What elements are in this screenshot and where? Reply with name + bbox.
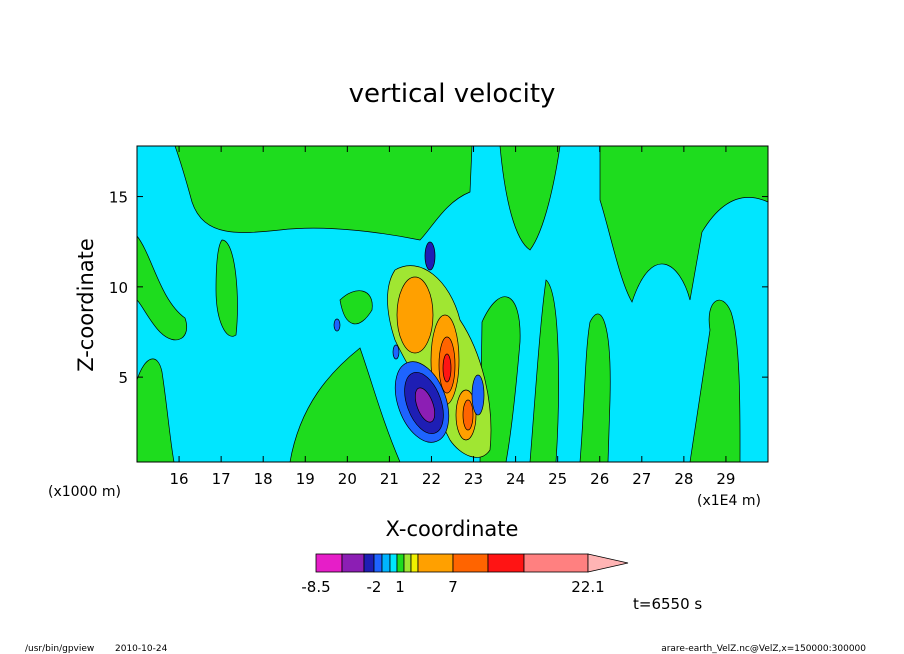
- contour-region: [599, 146, 768, 303]
- contour-region: [471, 374, 485, 416]
- colorbar-segment: [487, 553, 525, 573]
- colorbar-segment: [396, 553, 405, 573]
- x-axis-label: X-coordinate: [386, 517, 519, 541]
- chart-title: vertical velocity: [349, 79, 556, 109]
- contour-region: [392, 344, 400, 360]
- contour-region: [414, 387, 436, 423]
- contour-region: [442, 353, 452, 383]
- x-tick-label: 25: [548, 470, 567, 488]
- colorbar-segment: [452, 553, 489, 573]
- annotation: t=6550 s: [633, 595, 702, 613]
- contour-region: [289, 347, 401, 462]
- x-tick-label: 16: [170, 470, 189, 488]
- colorbar-segment: [373, 553, 383, 573]
- y-tick-label: 5: [118, 369, 128, 387]
- colorbar-label: -2: [367, 578, 382, 596]
- contour-region: [137, 358, 175, 462]
- plot-frame: [136, 145, 769, 463]
- contour-region: [462, 399, 474, 431]
- colorbar-segment: [363, 553, 375, 573]
- colorbar-segment: [410, 553, 419, 573]
- footer-source: arare-earth_VelZ.nc@VelZ,x=150000:300000: [661, 644, 866, 654]
- colorbar-label: 7: [448, 578, 458, 596]
- colorbar-segment: [417, 553, 454, 573]
- colorbar-extension: [587, 553, 629, 573]
- colorbar-segment: [389, 553, 398, 573]
- colorbar-segment: [341, 553, 365, 573]
- y-axis-label: Z-coordinate: [74, 238, 98, 372]
- y-tick-label: 10: [109, 279, 128, 297]
- colorbar-label: -8.5: [301, 578, 330, 596]
- contour-region: [137, 235, 187, 341]
- x-tick-label: 29: [716, 470, 735, 488]
- colorbar-segment: [381, 553, 391, 573]
- contour-region: [499, 146, 561, 251]
- x-tick-label: 27: [632, 470, 651, 488]
- colorbar-segment: [523, 553, 589, 573]
- x-tick-label: 22: [422, 470, 441, 488]
- contour-region: [333, 318, 341, 332]
- x-tick-label: 18: [254, 470, 273, 488]
- x-tick-label: 21: [380, 470, 399, 488]
- colorbar-label: 1: [395, 578, 405, 596]
- y-tick-label: 15: [109, 189, 128, 207]
- x-tick-label: 19: [296, 470, 315, 488]
- contour-region: [396, 276, 434, 354]
- x-tick-label: 28: [674, 470, 693, 488]
- x-tick-label: 23: [464, 470, 483, 488]
- contour-region: [689, 299, 741, 462]
- footer-date: 2010-10-24: [115, 644, 168, 654]
- y-unit: (x1000 m): [48, 484, 121, 500]
- x-tick-label: 20: [338, 470, 357, 488]
- contour-region: [424, 241, 436, 271]
- contour-region: [529, 279, 559, 462]
- contour-field: [137, 146, 768, 462]
- x-tick-label: 17: [212, 470, 231, 488]
- contour-region: [174, 146, 473, 241]
- x-tick-label: 24: [506, 470, 525, 488]
- colorbar-segment: [403, 553, 412, 573]
- footer-program: /usr/bin/gpview: [25, 644, 94, 654]
- contour-region: [339, 290, 373, 325]
- x-unit: (x1E4 m): [697, 493, 761, 509]
- x-tick-label: 26: [590, 470, 609, 488]
- colorbar-label: 22.1: [571, 578, 604, 596]
- contour-region: [215, 239, 238, 337]
- colorbar-segment: [315, 553, 343, 573]
- contour-region: [579, 313, 611, 462]
